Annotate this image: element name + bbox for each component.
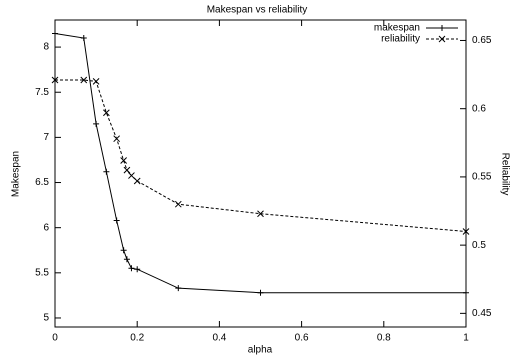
x-tick-label: 1 xyxy=(463,333,469,344)
point xyxy=(257,210,264,218)
point xyxy=(128,265,135,272)
point xyxy=(120,247,127,254)
y2-tick-label: 0.6 xyxy=(472,103,486,114)
x-tick-label: 0.4 xyxy=(212,333,226,344)
legend-label: reliability xyxy=(381,34,420,45)
x-tick-label: 0.2 xyxy=(130,333,144,344)
point xyxy=(92,78,100,85)
point xyxy=(120,157,127,164)
point xyxy=(462,228,470,235)
point xyxy=(103,168,110,175)
y2-tick-label: 0.45 xyxy=(472,308,492,319)
plot-frame xyxy=(54,19,467,328)
point xyxy=(134,266,141,273)
point xyxy=(123,166,131,174)
point xyxy=(123,256,130,263)
point xyxy=(51,76,59,84)
y2-tick-label: 0.65 xyxy=(472,35,492,46)
y-axis-label: Makespan xyxy=(11,151,22,197)
point xyxy=(52,30,58,37)
point xyxy=(174,200,182,208)
x-tick-label: 0.8 xyxy=(377,333,391,344)
y-tick-label: 7 xyxy=(43,132,49,143)
point xyxy=(175,285,182,292)
point xyxy=(93,120,100,127)
chart-title: Makespan vs reliability xyxy=(207,5,308,16)
point xyxy=(133,177,141,185)
series-line xyxy=(54,33,466,294)
y2-tick-label: 0.5 xyxy=(472,240,486,251)
x-axis-label: alpha xyxy=(248,345,273,356)
legend-label: makespan xyxy=(374,23,420,34)
point xyxy=(257,289,264,296)
point xyxy=(438,35,446,43)
point xyxy=(80,35,87,42)
x-tick-label: 0 xyxy=(52,333,58,344)
y2-tick-label: 0.55 xyxy=(472,172,492,183)
y-tick-label: 8 xyxy=(43,42,49,53)
y-tick-label: 7.5 xyxy=(35,87,49,98)
y2-axis-label: Reliability xyxy=(499,153,510,196)
point xyxy=(103,109,110,117)
x-tick-label: 0.6 xyxy=(295,333,309,344)
y-tick-label: 5.5 xyxy=(35,267,49,278)
point xyxy=(113,135,121,143)
series-line xyxy=(55,79,467,232)
point xyxy=(80,76,88,84)
point xyxy=(463,289,469,296)
y-tick-label: 5 xyxy=(43,313,49,324)
y-tick-label: 6.5 xyxy=(35,177,49,188)
point xyxy=(439,25,445,31)
y-tick-label: 6 xyxy=(43,222,49,233)
point xyxy=(128,172,135,179)
point xyxy=(113,217,120,224)
